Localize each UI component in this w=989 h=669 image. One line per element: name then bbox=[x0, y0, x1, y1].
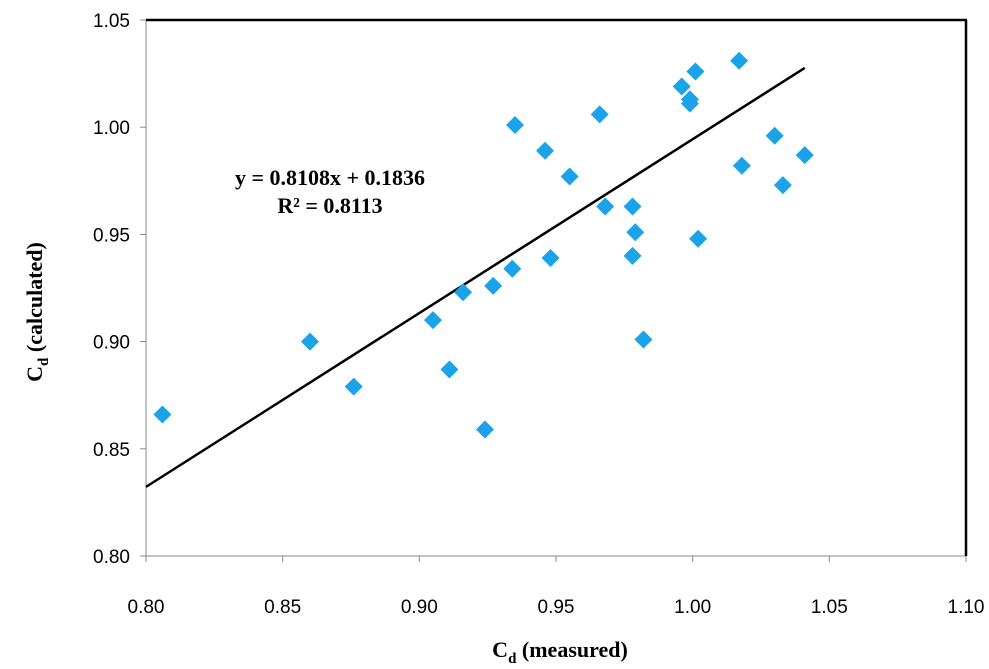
data-point bbox=[503, 259, 522, 278]
data-point bbox=[680, 94, 699, 113]
data-points bbox=[153, 51, 814, 439]
data-point bbox=[560, 167, 579, 186]
y-tick-label: 0.80 bbox=[93, 547, 130, 568]
x-axis: 0.80 0.85 0.90 0.95 1.00 1.05 1.10 bbox=[128, 556, 985, 618]
y-axis: 0.80 0.85 0.90 0.95 1.00 1.05 bbox=[93, 11, 146, 568]
data-point bbox=[536, 141, 555, 160]
data-point bbox=[596, 197, 615, 216]
data-point bbox=[424, 311, 442, 330]
data-point bbox=[590, 105, 609, 124]
y-axis-title: Cd (calculated) bbox=[22, 242, 52, 382]
data-point bbox=[732, 156, 751, 175]
x-tick-label: 0.95 bbox=[538, 597, 575, 618]
x-tick-label: 1.05 bbox=[811, 597, 848, 618]
y-tick-label: 1.00 bbox=[93, 118, 130, 139]
data-point bbox=[484, 276, 503, 295]
data-point bbox=[795, 146, 814, 165]
plot-area bbox=[145, 18, 968, 557]
data-point bbox=[301, 332, 319, 351]
data-point bbox=[506, 116, 524, 135]
y-tick-label: 1.05 bbox=[93, 11, 130, 32]
data-point bbox=[475, 420, 494, 439]
x-tick-label: 0.85 bbox=[264, 597, 301, 618]
data-point bbox=[773, 176, 792, 195]
data-point bbox=[623, 246, 642, 265]
x-tick-label: 1.00 bbox=[674, 597, 711, 618]
data-point bbox=[634, 330, 653, 349]
data-point bbox=[686, 62, 705, 81]
data-point bbox=[689, 229, 708, 248]
x-tick-label: 1.10 bbox=[948, 597, 985, 618]
y-tick-label: 0.85 bbox=[93, 440, 130, 461]
y-tick-label: 0.95 bbox=[93, 225, 130, 246]
data-point bbox=[672, 77, 691, 96]
data-point bbox=[153, 405, 172, 424]
x-tick-label: 0.90 bbox=[401, 597, 438, 618]
data-point bbox=[541, 248, 560, 267]
r-squared-label: R² = 0.8113 bbox=[277, 193, 382, 218]
data-point bbox=[730, 51, 749, 70]
data-point bbox=[623, 197, 642, 216]
data-point bbox=[344, 377, 363, 396]
data-point bbox=[440, 360, 459, 379]
trendline bbox=[145, 66, 806, 488]
trendline-equation: y = 0.8108x + 0.1836 bbox=[235, 165, 425, 190]
trendline-group bbox=[145, 66, 806, 488]
x-tick-label: 0.80 bbox=[128, 597, 165, 618]
data-point bbox=[765, 126, 784, 145]
data-point bbox=[626, 223, 645, 242]
x-axis-title: Cd (measured) bbox=[492, 637, 628, 667]
data-point bbox=[454, 283, 473, 302]
y-tick-label: 0.90 bbox=[93, 333, 130, 354]
